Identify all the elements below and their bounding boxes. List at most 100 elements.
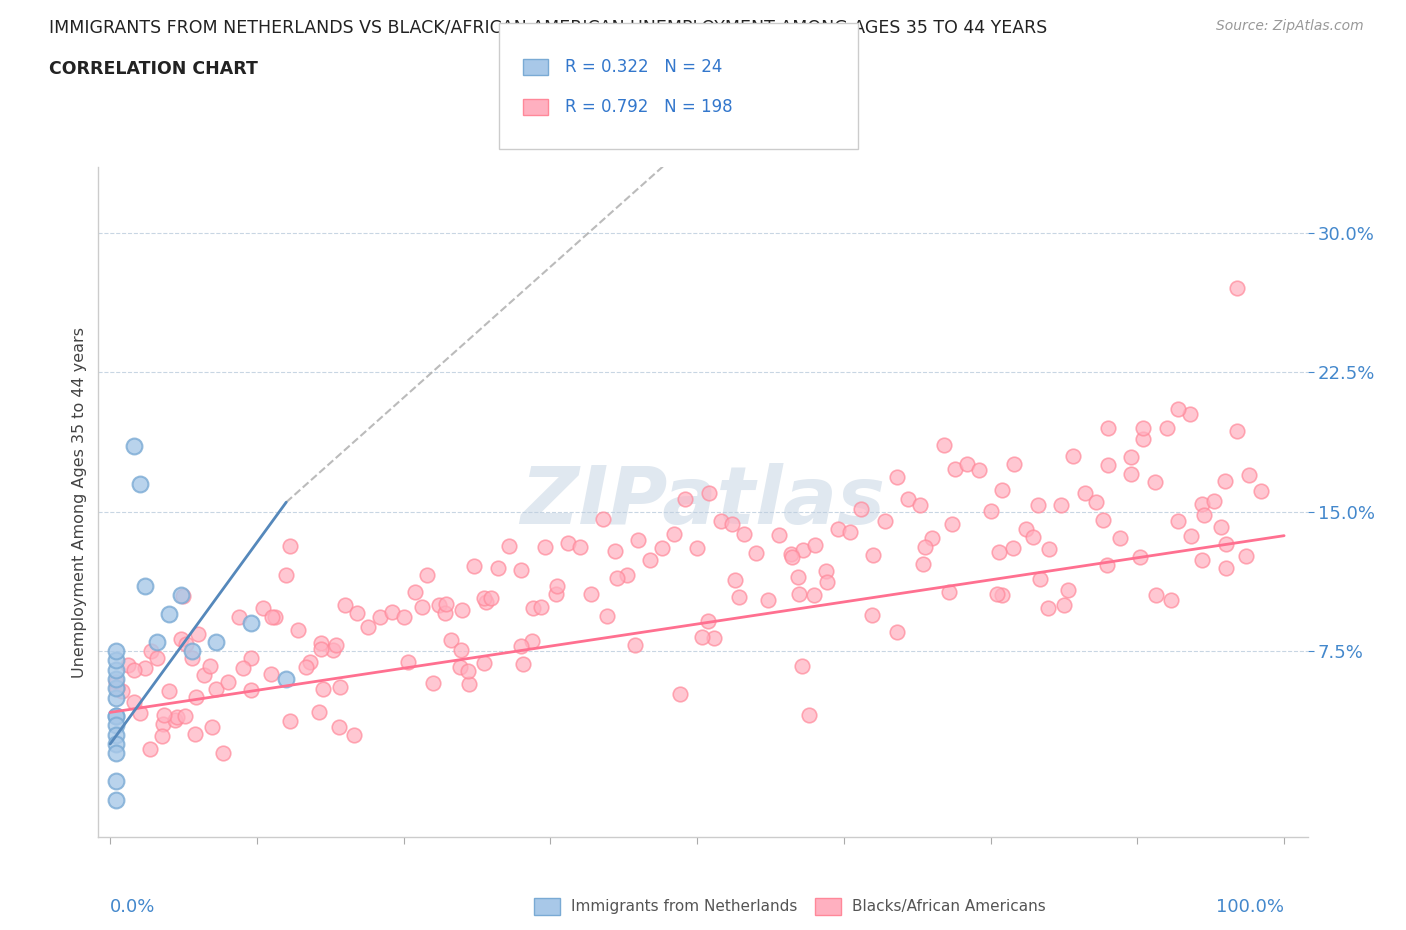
Point [105,727,128,742]
Point [416,568,439,583]
Point [184,726,207,741]
Point [803,538,825,552]
Point [463,559,485,574]
Point [311,635,333,650]
Point [980,504,1002,519]
Point [449,659,471,674]
Point [509,639,531,654]
Point [768,527,790,542]
Point [1022,530,1045,545]
Point [512,657,534,671]
Point [991,483,1014,498]
Point [991,588,1014,603]
Point [686,541,709,556]
Point [486,561,509,576]
Point [1234,549,1257,564]
Text: Source: ZipAtlas.com: Source: ZipAtlas.com [1216,19,1364,33]
Point [228,610,250,625]
Point [472,656,495,671]
Point [1237,468,1260,483]
Point [122,695,145,710]
Point [181,644,204,658]
Point [404,585,426,600]
Point [815,575,838,590]
Point [921,530,943,545]
Point [392,610,415,625]
Point [105,709,128,724]
Point [1002,541,1025,556]
Point [138,741,160,756]
Point [105,681,128,696]
Point [157,684,180,698]
Point [169,588,191,603]
Point [596,608,619,623]
Point [638,552,661,567]
Point [1191,497,1213,512]
Point [157,606,180,621]
Point [329,680,352,695]
Point [606,570,628,585]
Point [733,527,755,542]
Point [797,708,820,723]
Point [624,638,647,653]
Point [105,662,128,677]
Point [146,651,169,666]
Point [105,792,128,807]
Point [1121,467,1143,482]
Point [1097,458,1119,472]
Point [1002,457,1025,472]
Point [1132,432,1154,446]
Point [232,660,254,675]
Point [1056,582,1078,597]
Point [146,634,169,649]
Point [932,437,955,452]
Point [690,630,713,644]
Point [333,598,356,613]
Point [105,774,128,789]
Point [697,614,720,629]
Point [1180,528,1202,543]
Point [457,663,479,678]
Point [457,677,479,692]
Point [520,633,543,648]
Point [201,720,224,735]
Point [787,587,810,602]
Point [422,675,444,690]
Text: IMMIGRANTS FROM NETHERLANDS VS BLACK/AFRICAN AMERICAN UNEMPLOYMENT AMONG AGES 35: IMMIGRANTS FROM NETHERLANDS VS BLACK/AFR… [49,19,1047,36]
Point [105,737,128,751]
Point [411,600,433,615]
Point [1156,420,1178,435]
Point [1092,512,1115,527]
Point [169,631,191,646]
Point [128,706,150,721]
Point [557,536,579,551]
Point [1062,448,1084,463]
Point [1192,508,1215,523]
Point [105,674,128,689]
Point [295,659,318,674]
Point [322,643,344,658]
Point [987,544,1010,559]
Point [1143,475,1166,490]
Text: Immigrants from Netherlands: Immigrants from Netherlands [571,899,797,914]
Point [276,671,298,686]
Point [105,680,128,695]
Point [627,533,650,548]
Point [204,634,226,649]
Point [710,513,733,528]
Point [181,650,204,665]
Text: ZIPatlas: ZIPatlas [520,463,886,541]
Point [427,597,450,612]
Point [616,567,638,582]
Point [1226,424,1249,439]
Point [1215,473,1237,488]
Point [1191,552,1213,567]
Point [193,668,215,683]
Point [510,563,533,578]
Point [105,746,128,761]
Point [198,658,221,673]
Point [111,684,134,698]
Point [122,439,145,454]
Point [357,619,380,634]
Point [105,653,128,668]
